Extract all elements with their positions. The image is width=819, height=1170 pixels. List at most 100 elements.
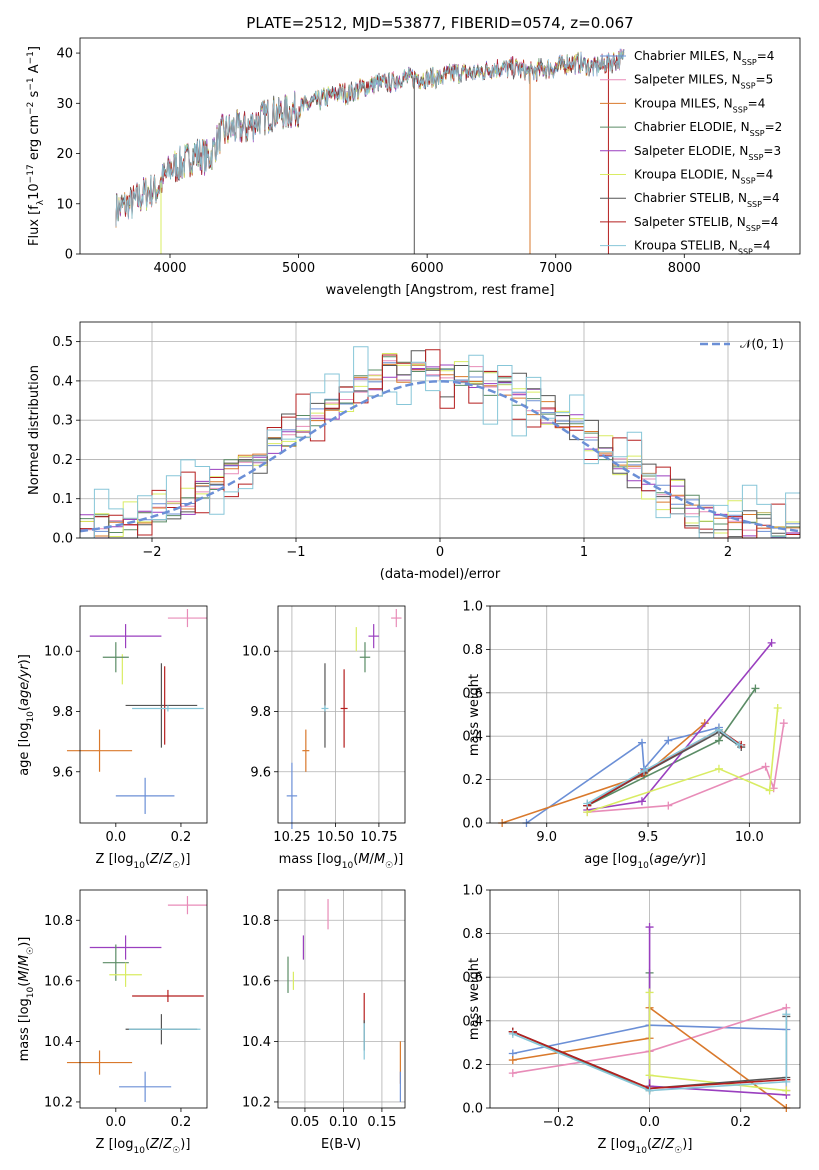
age-vs-mass-xlabel: mass [log10(M/M☉)] bbox=[279, 852, 404, 871]
legend-label-salpeter-stelib: Salpeter STELIB, NSSP=4 bbox=[634, 215, 778, 233]
weight_vs_Z-series-kroupa-stelib-marker bbox=[508, 1029, 517, 1038]
mass-vs-Z-ylabel: mass [log10(M/M☉)] bbox=[17, 937, 36, 1062]
mass_vs_Z-point-salpeter-miles bbox=[167, 896, 207, 915]
legend-label-chabrier-elodie: Chabrier ELODIE, NSSP=2 bbox=[634, 120, 782, 138]
weight-vs-Z-xlabel-part: 10 bbox=[635, 1146, 647, 1156]
mass-vs-Z-ylabel-part: 10 bbox=[26, 986, 36, 998]
mass-vs-Z-ylabel-part: M bbox=[17, 955, 32, 966]
mass_vs_Z-point-salpeter-elodie bbox=[89, 935, 162, 960]
weight_vs_age-series-kroupa-miles-marker bbox=[700, 719, 709, 728]
mass-vs-Z-xlabel-part: Z bbox=[149, 1137, 160, 1152]
weight_vs_age-xtick-label: 9.5 bbox=[638, 830, 659, 845]
residuals-xtick-label: 1 bbox=[580, 545, 588, 560]
residuals-ytick-label: 0.1 bbox=[52, 492, 73, 507]
age-vs-Z-xlabel-part: Z [log bbox=[96, 852, 134, 867]
mass-vs-Z-xlabel-part: Z [log bbox=[96, 1137, 134, 1152]
weight-vs-Z-xlabel-part: Z bbox=[651, 1137, 662, 1152]
weight-vs-age-ylabel: mass weight bbox=[467, 674, 482, 756]
age_vs_Z-xtick-label: 0.0 bbox=[105, 830, 126, 845]
legend-label-chabrier-miles: Chabrier MILES, NSSP=4 bbox=[634, 49, 774, 67]
spectrum-ylabel-part: A bbox=[27, 64, 42, 77]
mass-vs-Z-ylabel-part: / bbox=[17, 965, 32, 970]
weight_vs_Z-series-kroupa-elodie-marker bbox=[645, 1071, 654, 1080]
legend-label-text: Salpeter MILES, N bbox=[634, 73, 741, 87]
legend-label-sub: SSP bbox=[741, 81, 756, 90]
spectrum-ytick-label: 10 bbox=[56, 197, 73, 212]
residuals-ytick-label: 0.5 bbox=[52, 335, 73, 350]
age_vs_Z-ytick-label: 9.8 bbox=[52, 705, 73, 720]
weight_vs_Z-series-salpeter-miles-marker bbox=[508, 1069, 517, 1078]
mass-vs-Z-xlabel-part: ( bbox=[145, 1137, 150, 1152]
age_vs_Z-frame bbox=[79, 605, 208, 824]
spectrum-ylabel-part: ] bbox=[27, 46, 42, 51]
spectrum-ylabel: Flux [fλ10−17 erg cm−2 s−1 A−1] bbox=[26, 46, 46, 246]
age_vs_mass-xtick-label: 10.25 bbox=[273, 830, 310, 845]
weight_vs_Z-xtick-label: 0.0 bbox=[639, 1115, 660, 1130]
weight_vs_Z-frame bbox=[489, 889, 801, 1109]
weight_vs_Z-series-kroupa-stelib-marker bbox=[782, 1010, 791, 1019]
legend-label-count: =4 bbox=[748, 96, 766, 110]
age_vs_Z-point-chabrier-stelib bbox=[125, 663, 198, 748]
age_vs_mass-point-salpeter-elodie bbox=[368, 624, 379, 649]
legend-label-salpeter-elodie: Salpeter ELODIE, NSSP=3 bbox=[634, 144, 781, 162]
weight-vs-Z-xlabel-part: / bbox=[661, 1137, 666, 1152]
weight_vs_age-series-kroupa-elodie-marker bbox=[765, 786, 774, 795]
weight_vs_age-xtick-label: 10.0 bbox=[735, 830, 764, 845]
spectrum-ylabel-part: −1 bbox=[26, 51, 36, 64]
spectrum-title: PLATE=2512, MJD=53877, FIBERID=0574, z=0… bbox=[246, 14, 633, 32]
age-vs-mass-xlabel-part: ☉ bbox=[385, 861, 393, 871]
residuals-xlabel: (data-model)/error bbox=[380, 567, 501, 582]
age_vs_Z-xtick-label: 0.2 bbox=[171, 830, 192, 845]
weight_vs_age-series-kroupa-stelib-marker bbox=[583, 799, 592, 808]
residuals-ytick-label: 0.0 bbox=[52, 532, 73, 547]
weight_vs_Z-xtick-label: −0.2 bbox=[543, 1115, 575, 1130]
weight_vs_age-series-kroupa-stelib-marker bbox=[735, 740, 744, 749]
spectrum-xtick-label: 6000 bbox=[411, 261, 444, 276]
age_vs_mass-frame bbox=[277, 605, 406, 824]
legend-label-kroupa-elodie: Kroupa ELODIE, NSSP=4 bbox=[634, 168, 773, 186]
age_vs_mass-ytick-label: 9.8 bbox=[250, 705, 271, 720]
weight-vs-Z-xlabel-part: Z [log bbox=[598, 1137, 636, 1152]
age_vs_Z-ytick-label: 10.0 bbox=[44, 645, 73, 660]
legend-label-sub: SSP bbox=[747, 200, 762, 209]
weight_vs_age-series-salpeter-miles-marker bbox=[761, 762, 770, 771]
weight_vs_Z-ytick-label: 1.0 bbox=[462, 884, 483, 899]
age_vs_mass-ytick-label: 9.6 bbox=[250, 765, 271, 780]
age_vs_mass-point-salpeter-stelib bbox=[340, 669, 348, 748]
weight_vs_Z-series-salpeter-elodie-marker bbox=[645, 923, 654, 932]
weight_vs_age-series-chabrier-elodie-marker bbox=[751, 684, 760, 693]
weight_vs_age-ytick-label: 0.2 bbox=[462, 773, 483, 788]
age_vs_mass-point-kroupa-miles bbox=[302, 729, 310, 772]
mass_vs_Z-xtick-label: 0.0 bbox=[105, 1115, 126, 1130]
mass_vs_EBV-ytick-label: 10.4 bbox=[242, 1035, 271, 1050]
spectrum-ytick-label: 20 bbox=[56, 147, 73, 162]
residuals-ytick-label: 0.3 bbox=[52, 414, 73, 429]
age-vs-Z-ylabel-part: )] bbox=[17, 654, 32, 664]
age_vs_Z-ytick-label: 9.6 bbox=[52, 765, 73, 780]
weight-vs-age-xlabel: age [log10(age/yr)] bbox=[584, 852, 706, 871]
weight_vs_age-series-salpeter-miles-marker bbox=[664, 801, 673, 810]
weight_vs_age-series-kroupa-elodie-marker bbox=[714, 764, 723, 773]
mass_vs_EBV-axes bbox=[274, 890, 405, 1112]
weight-vs-age-xlabel-part: 10 bbox=[637, 861, 649, 871]
weight-vs-age-xlabel-part: age [log bbox=[584, 852, 637, 867]
legend-label-text: Chabrier ELODIE, N bbox=[634, 120, 750, 134]
legend-label-text: Salpeter ELODIE, N bbox=[634, 144, 748, 158]
age_vs_mass-point-chabrier-elodie bbox=[359, 642, 371, 673]
mass-vs-Z-xlabel-part: )] bbox=[180, 1137, 190, 1152]
age-vs-mass-xlabel-part: )] bbox=[393, 852, 403, 867]
weight_vs_age-series-kroupa-elodie bbox=[587, 707, 779, 813]
spectrum-xtick-label: 7000 bbox=[539, 261, 572, 276]
legend-label-text: Kroupa STELIB, N bbox=[634, 239, 738, 253]
weight_vs_age-series-kroupa-stelib-marker bbox=[714, 725, 723, 734]
mass_vs_EBV-ytick-label: 10.2 bbox=[242, 1095, 271, 1110]
weight_vs_age-series-chabrier-miles-marker bbox=[664, 736, 673, 745]
legend-label-kroupa-stelib: Kroupa STELIB, NSSP=4 bbox=[634, 239, 771, 257]
age_vs_Z-point-salpeter-elodie bbox=[89, 624, 162, 649]
legend-label-kroupa-miles: Kroupa MILES, NSSP=4 bbox=[634, 96, 765, 114]
weight_vs_age-xtick-label: 9.0 bbox=[536, 830, 557, 845]
spectrum-ytick-label: 30 bbox=[56, 97, 73, 112]
mass-vs-Z-xlabel-part: ☉ bbox=[172, 1146, 180, 1156]
age-vs-mass-xlabel-part: / bbox=[370, 852, 375, 867]
